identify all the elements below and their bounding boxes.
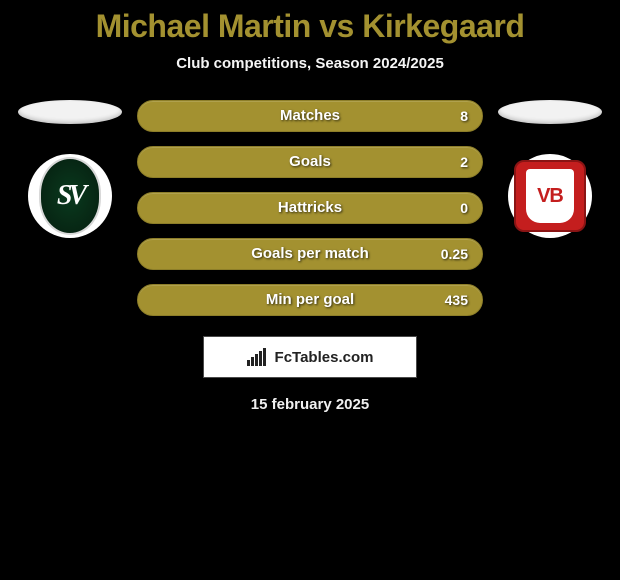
chart-icon xyxy=(247,348,269,366)
watermark: FcTables.com xyxy=(203,336,417,378)
club-badge-left-shield: SV xyxy=(39,157,101,235)
club-badge-right-frame: VB xyxy=(514,160,586,232)
date-text: 15 february 2025 xyxy=(0,396,620,413)
stats-column: Matches 8 Goals 2 Hattricks 0 Goals per … xyxy=(137,100,483,316)
watermark-text: FcTables.com xyxy=(275,349,374,366)
stat-label: Goals per match xyxy=(251,245,369,262)
stat-right-value: 2 xyxy=(438,154,468,170)
stat-label: Goals xyxy=(289,153,331,170)
subtitle: Club competitions, Season 2024/2025 xyxy=(0,55,620,72)
club-badge-left-text: SV xyxy=(57,180,83,212)
comparison-card: Michael Martin vs Kirkegaard Club compet… xyxy=(0,0,620,413)
player-right-column: VB xyxy=(495,100,605,238)
stat-row-hattricks: Hattricks 0 xyxy=(137,192,483,224)
player-left-avatar-placeholder xyxy=(18,100,122,124)
club-badge-right-shield: VB xyxy=(526,169,574,223)
player-right-avatar-placeholder xyxy=(498,100,602,124)
club-badge-left: SV xyxy=(28,154,112,238)
stat-right-value: 0 xyxy=(438,200,468,216)
stat-row-goals-per-match: Goals per match 0.25 xyxy=(137,238,483,270)
stat-row-goals: Goals 2 xyxy=(137,146,483,178)
comparison-row: SV Matches 8 Goals 2 Hattricks 0 xyxy=(0,100,620,316)
club-badge-right-text: VB xyxy=(537,185,563,208)
page-title: Michael Martin vs Kirkegaard xyxy=(0,8,620,45)
club-badge-right: VB xyxy=(508,154,592,238)
stat-right-value: 0.25 xyxy=(438,246,468,262)
stat-row-min-per-goal: Min per goal 435 xyxy=(137,284,483,316)
stat-right-value: 8 xyxy=(438,108,468,124)
player-left-column: SV xyxy=(15,100,125,238)
stat-right-value: 435 xyxy=(438,292,468,308)
stat-label: Matches xyxy=(280,107,340,124)
stat-label: Hattricks xyxy=(278,199,342,216)
stat-row-matches: Matches 8 xyxy=(137,100,483,132)
stat-label: Min per goal xyxy=(266,291,354,308)
